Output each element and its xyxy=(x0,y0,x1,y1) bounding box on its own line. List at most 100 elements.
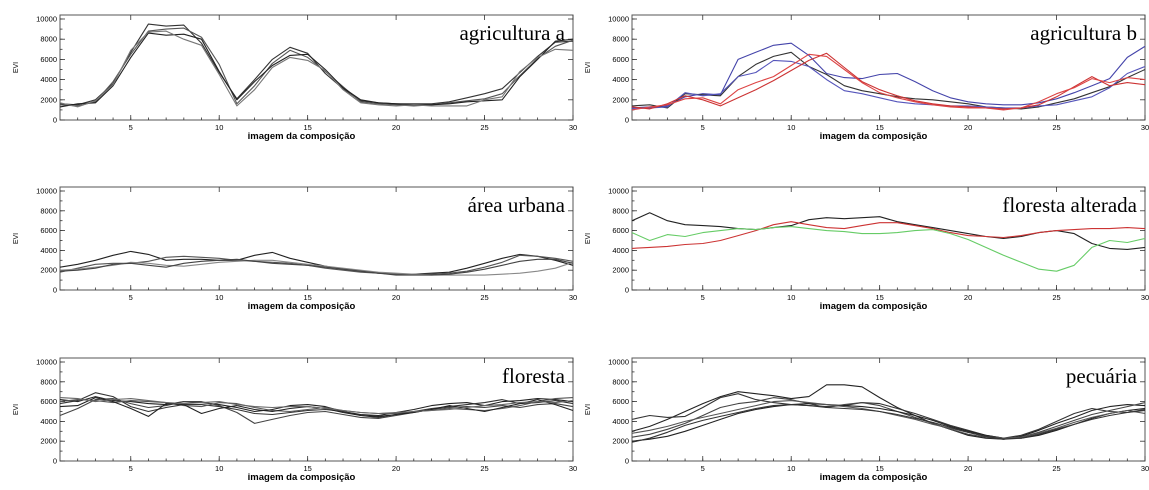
chart-panel-3: 0 2000 4000 6000 8000 10000 5 10 15 20 25 30 imagem … xyxy=(13,186,577,312)
series-line-5 xyxy=(631,53,1146,111)
series-line-6 xyxy=(59,397,574,415)
x-tick-label: 30 xyxy=(569,123,577,132)
chart-panel-6: 0 2000 4000 6000 8000 10000 5 10 15 20 25 30 imagem … xyxy=(585,357,1149,483)
y-tick-label: 4000 xyxy=(40,417,57,426)
x-tick-label: 25 xyxy=(1052,293,1060,302)
x-tick-label: 25 xyxy=(480,123,488,132)
y-axis-label: EVI xyxy=(585,404,592,415)
y-tick-label: 10000 xyxy=(608,358,629,367)
chart-panel-4: 0 2000 4000 6000 8000 10000 5 10 15 20 25 30 imagem … xyxy=(585,186,1149,312)
x-tick-label: 10 xyxy=(787,123,795,132)
series-line-1 xyxy=(59,250,574,275)
series-line-1 xyxy=(631,42,1146,109)
x-tick-label: 15 xyxy=(303,464,311,473)
series-line-3 xyxy=(59,32,574,108)
plot-frame xyxy=(59,357,574,462)
y-tick-label: 8000 xyxy=(40,377,57,386)
x-tick-label: 5 xyxy=(701,123,705,132)
y-tick-label: 10000 xyxy=(608,15,629,24)
x-axis-label: imagem da composição xyxy=(820,301,928,312)
x-tick-label: 30 xyxy=(1141,293,1149,302)
y-tick-label: 4000 xyxy=(40,246,57,255)
series-line-4 xyxy=(631,52,1146,110)
chart-title: floresta alterada xyxy=(1002,193,1137,217)
x-tick-label: 25 xyxy=(1052,464,1060,473)
x-tick-label: 10 xyxy=(215,123,223,132)
y-tick-label: 8000 xyxy=(612,35,629,44)
chart-title: área urbana xyxy=(468,193,566,217)
chart-title: agricultura a xyxy=(459,21,565,45)
x-axis-label: imagem da composição xyxy=(248,301,356,312)
y-tick-label: 10000 xyxy=(36,15,57,24)
y-tick-label: 2000 xyxy=(612,266,629,275)
x-tick-label: 10 xyxy=(215,293,223,302)
x-tick-label: 10 xyxy=(787,293,795,302)
x-tick-label: 15 xyxy=(303,293,311,302)
x-tick-label: 25 xyxy=(480,464,488,473)
y-tick-label: 6000 xyxy=(612,55,629,64)
y-axis-label: EVI xyxy=(13,62,20,73)
series-line-4 xyxy=(59,30,574,108)
series-line-1 xyxy=(59,23,574,106)
y-tick-label: 6000 xyxy=(40,397,57,406)
y-tick-label: 8000 xyxy=(612,377,629,386)
x-tick-label: 30 xyxy=(1141,464,1149,473)
x-tick-label: 20 xyxy=(964,293,972,302)
y-tick-label: 4000 xyxy=(612,417,629,426)
y-tick-label: 2000 xyxy=(612,95,629,104)
x-axis-label: imagem da composição xyxy=(820,472,928,483)
y-tick-label: 6000 xyxy=(612,397,629,406)
y-tick-label: 0 xyxy=(53,286,57,295)
y-tick-label: 10000 xyxy=(36,187,57,196)
x-axis-label: imagem da composição xyxy=(248,472,356,483)
y-tick-label: 4000 xyxy=(612,75,629,84)
x-axis-label: imagem da composição xyxy=(248,131,356,142)
x-tick-label: 30 xyxy=(1141,123,1149,132)
x-tick-label: 20 xyxy=(392,464,400,473)
y-tick-label: 10000 xyxy=(36,358,57,367)
series-line-2 xyxy=(631,221,1146,249)
x-tick-label: 10 xyxy=(787,464,795,473)
y-tick-label: 0 xyxy=(53,116,57,125)
series-line-6 xyxy=(631,404,1146,443)
plot-frame xyxy=(59,186,574,291)
x-tick-label: 5 xyxy=(129,293,133,302)
y-axis-label: EVI xyxy=(13,404,20,415)
y-tick-label: 0 xyxy=(625,286,629,295)
y-tick-label: 8000 xyxy=(40,35,57,44)
y-tick-label: 10000 xyxy=(608,187,629,196)
series-line-3 xyxy=(631,59,1146,110)
y-tick-label: 4000 xyxy=(40,75,57,84)
y-tick-label: 0 xyxy=(625,457,629,466)
series-line-4 xyxy=(59,258,574,276)
y-tick-label: 0 xyxy=(53,457,57,466)
chart-title: floresta xyxy=(502,364,566,388)
chart-title: agricultura b xyxy=(1030,21,1137,45)
series-line-2 xyxy=(631,393,1146,439)
series-line-3 xyxy=(59,259,574,276)
x-tick-label: 5 xyxy=(129,464,133,473)
y-axis-label: EVI xyxy=(585,233,592,244)
series-line-1 xyxy=(631,384,1146,440)
x-tick-label: 5 xyxy=(701,293,705,302)
chart-title: pecuária xyxy=(1066,364,1138,388)
x-tick-label: 15 xyxy=(303,123,311,132)
x-tick-label: 20 xyxy=(392,293,400,302)
chart-panel-5: 0 2000 4000 6000 8000 10000 5 10 15 20 25 30 imagem … xyxy=(13,357,577,483)
series-line-1 xyxy=(631,212,1146,250)
x-tick-label: 15 xyxy=(875,293,883,302)
series-line-4 xyxy=(59,397,574,415)
y-tick-label: 8000 xyxy=(612,206,629,215)
x-tick-label: 30 xyxy=(569,464,577,473)
y-tick-label: 0 xyxy=(625,116,629,125)
y-tick-label: 6000 xyxy=(40,226,57,235)
series-line-3 xyxy=(631,397,1146,440)
y-tick-label: 6000 xyxy=(40,55,57,64)
series-line-4 xyxy=(631,403,1146,442)
x-tick-label: 25 xyxy=(1052,123,1060,132)
chart-panel-2: 0 2000 4000 6000 8000 10000 5 10 15 20 25 30 imagem … xyxy=(585,14,1149,142)
y-tick-label: 4000 xyxy=(612,246,629,255)
x-tick-label: 20 xyxy=(392,123,400,132)
x-tick-label: 5 xyxy=(701,464,705,473)
